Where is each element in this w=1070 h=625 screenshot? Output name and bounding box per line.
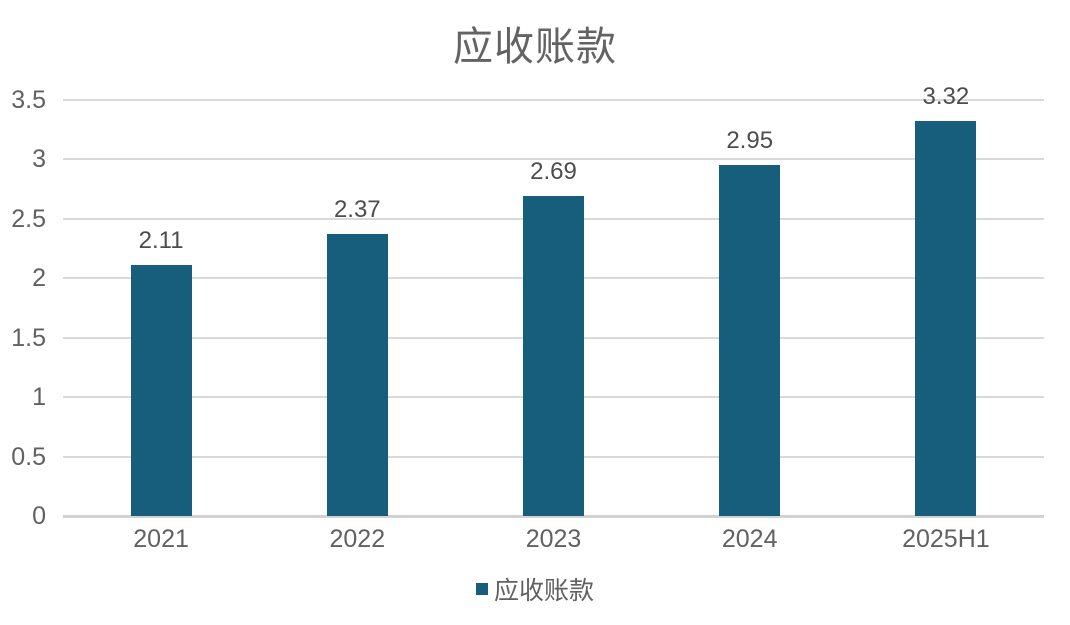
gridline (63, 158, 1044, 161)
x-axis-line (63, 515, 1044, 518)
plot-area: 2.11 2.37 2.69 2.95 3.32 (63, 83, 1044, 518)
data-label: 2.95 (726, 127, 774, 155)
y-axis-tick-label: 0 (32, 502, 46, 530)
x-axis-label: 2023 (525, 525, 582, 553)
data-label: 2.37 (333, 196, 381, 224)
x-axis-label: 2021 (133, 525, 189, 553)
gridline (63, 99, 1044, 101)
bar-2022[interactable] (326, 234, 388, 516)
bar-2025H1[interactable] (915, 121, 977, 516)
data-label: 3.32 (922, 83, 970, 111)
data-label: 2.11 (138, 227, 184, 255)
y-axis-tick-label: 1 (32, 383, 46, 412)
legend-swatch-icon (475, 583, 488, 595)
y-axis-tick-label: 3.5 (11, 86, 46, 114)
y-axis-tick-label: 0.5 (11, 442, 46, 471)
chart-title: 应收账款 (453, 25, 617, 69)
x-axis-label: 2022 (329, 525, 386, 553)
legend-label: 应收账款 (493, 577, 594, 605)
bar-2024[interactable] (719, 165, 781, 516)
x-axis-label: 2024 (721, 525, 778, 553)
x-axis-label: 2025H1 (902, 525, 990, 553)
y-axis-tick-label: 1.5 (11, 323, 46, 352)
bar-2023[interactable] (523, 196, 584, 516)
y-axis-tick-label: 3 (32, 145, 46, 174)
legend-item[interactable]: 应收账款 (0, 574, 1070, 605)
y-axis-tick-label: 2 (32, 264, 46, 293)
data-label: 2.69 (530, 158, 577, 186)
bar-2021[interactable] (130, 265, 192, 516)
y-axis-tick-label: 2.5 (11, 204, 46, 233)
